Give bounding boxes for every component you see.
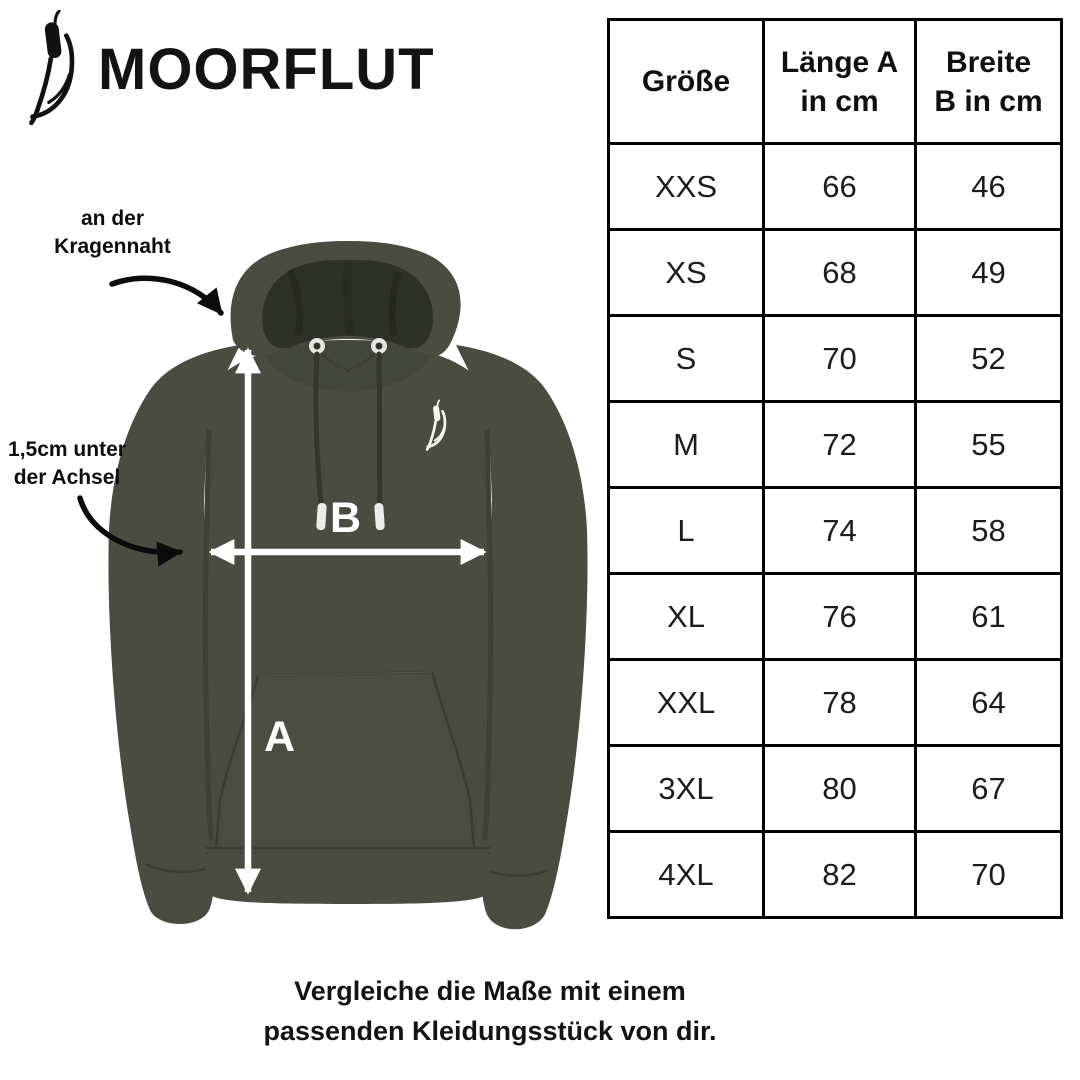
size-cell: 4XL: [607, 830, 765, 919]
size-table-row: S 70 52: [607, 314, 1063, 403]
size-table-row: 3XL 80 67: [607, 744, 1063, 833]
size-cell: 3XL: [607, 744, 765, 833]
caption-line2: passenden Kleidungsstück von dir.: [263, 1016, 717, 1046]
laenge-cell: 76: [762, 572, 917, 661]
breite-cell: 61: [914, 572, 1063, 661]
col-header-laenge: Länge A in cm: [762, 18, 917, 145]
size-table-row: 4XL 82 70: [607, 830, 1063, 919]
size-cell: L: [607, 486, 765, 575]
size-cell: S: [607, 314, 765, 403]
size-cell: XS: [607, 228, 765, 317]
caption-line1: Vergleiche die Maße mit einem: [294, 976, 686, 1006]
breite-cell: 52: [914, 314, 1063, 403]
breite-cell: 58: [914, 486, 1063, 575]
measure-label-a: A: [264, 713, 296, 761]
size-table-row: XXL 78 64: [607, 658, 1063, 747]
brand-header: MOORFLUT: [24, 10, 435, 128]
laenge-cell: 78: [762, 658, 917, 747]
hoodie-hood: [230, 241, 461, 531]
armpit-annotation-line1: 1,5cm unter: [8, 438, 126, 461]
col-header-groesse-line1: Größe: [641, 65, 731, 98]
size-table: Größe Länge A in cm Breite B in cm XXS 66 46…: [607, 18, 1063, 919]
measure-label-b: B: [330, 494, 362, 542]
col-header-breite: Breite B in cm: [914, 18, 1063, 145]
hoodie-measurement-figure: [77, 241, 588, 930]
col-header-breite-line1: Breite: [945, 45, 1032, 79]
armpit-annotation: 1,5cm unter der Achsel: [0, 436, 134, 492]
size-table-row: XL 76 61: [607, 572, 1063, 661]
size-table-row: XS 68 49: [607, 228, 1063, 317]
breite-cell: 46: [914, 142, 1063, 231]
col-header-breite-line2: B in cm: [934, 84, 1043, 118]
laenge-cell: 82: [762, 830, 917, 919]
annotation-arrows: [77, 275, 224, 567]
caption: Vergleiche die Maße mit einem passenden …: [90, 971, 890, 1051]
measurement-arrows: [208, 347, 487, 895]
cattail-icon: [29, 10, 75, 126]
laenge-cell: 66: [762, 142, 917, 231]
size-table-row: L 74 58: [607, 486, 1063, 575]
collar-annotation-line1: an der: [80, 207, 145, 230]
collar-annotation: an der Kragennaht: [40, 205, 185, 261]
laenge-cell: 80: [762, 744, 917, 833]
breite-cell: 49: [914, 228, 1063, 317]
armpit-annotation-line2: der Achsel: [13, 466, 121, 489]
laenge-cell: 72: [762, 400, 917, 489]
size-cell: XXS: [607, 142, 765, 231]
laenge-cell: 74: [762, 486, 917, 575]
col-header-laenge-line1: Länge A: [780, 45, 899, 79]
armpit-annotation-arrow: [77, 495, 183, 567]
laenge-cell: 68: [762, 228, 917, 317]
brand-name: MOORFLUT: [98, 36, 435, 102]
col-header-groesse: Größe: [607, 18, 765, 145]
size-table-header-row: Größe Länge A in cm Breite B in cm: [607, 18, 1063, 145]
size-table-body: XXS 66 46 XS 68 49 S 70 52 M 72 55 L 74 58 XL 76 61 XXL 78 6…: [607, 142, 1063, 919]
size-cell: XL: [607, 572, 765, 661]
cattail-chest-logo-icon: [425, 399, 447, 451]
breite-cell: 67: [914, 744, 1063, 833]
size-table-row: XXS 66 46: [607, 142, 1063, 231]
size-cell: XXL: [607, 658, 765, 747]
laenge-cell: 70: [762, 314, 917, 403]
hoodie-pocket: [214, 670, 476, 850]
size-table-row: M 72 55: [607, 400, 1063, 489]
col-header-laenge-line2: in cm: [800, 84, 879, 118]
collar-annotation-line2: Kragennaht: [54, 235, 171, 258]
size-cell: M: [607, 400, 765, 489]
breite-cell: 70: [914, 830, 1063, 919]
collar-annotation-arrow: [109, 275, 224, 316]
breite-cell: 64: [914, 658, 1063, 747]
breite-cell: 55: [914, 400, 1063, 489]
